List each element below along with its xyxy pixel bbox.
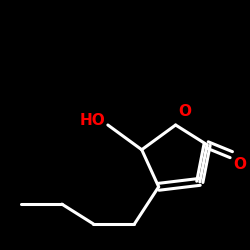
Text: O: O: [178, 104, 191, 119]
Text: O: O: [234, 157, 247, 172]
Text: HO: HO: [80, 112, 106, 128]
